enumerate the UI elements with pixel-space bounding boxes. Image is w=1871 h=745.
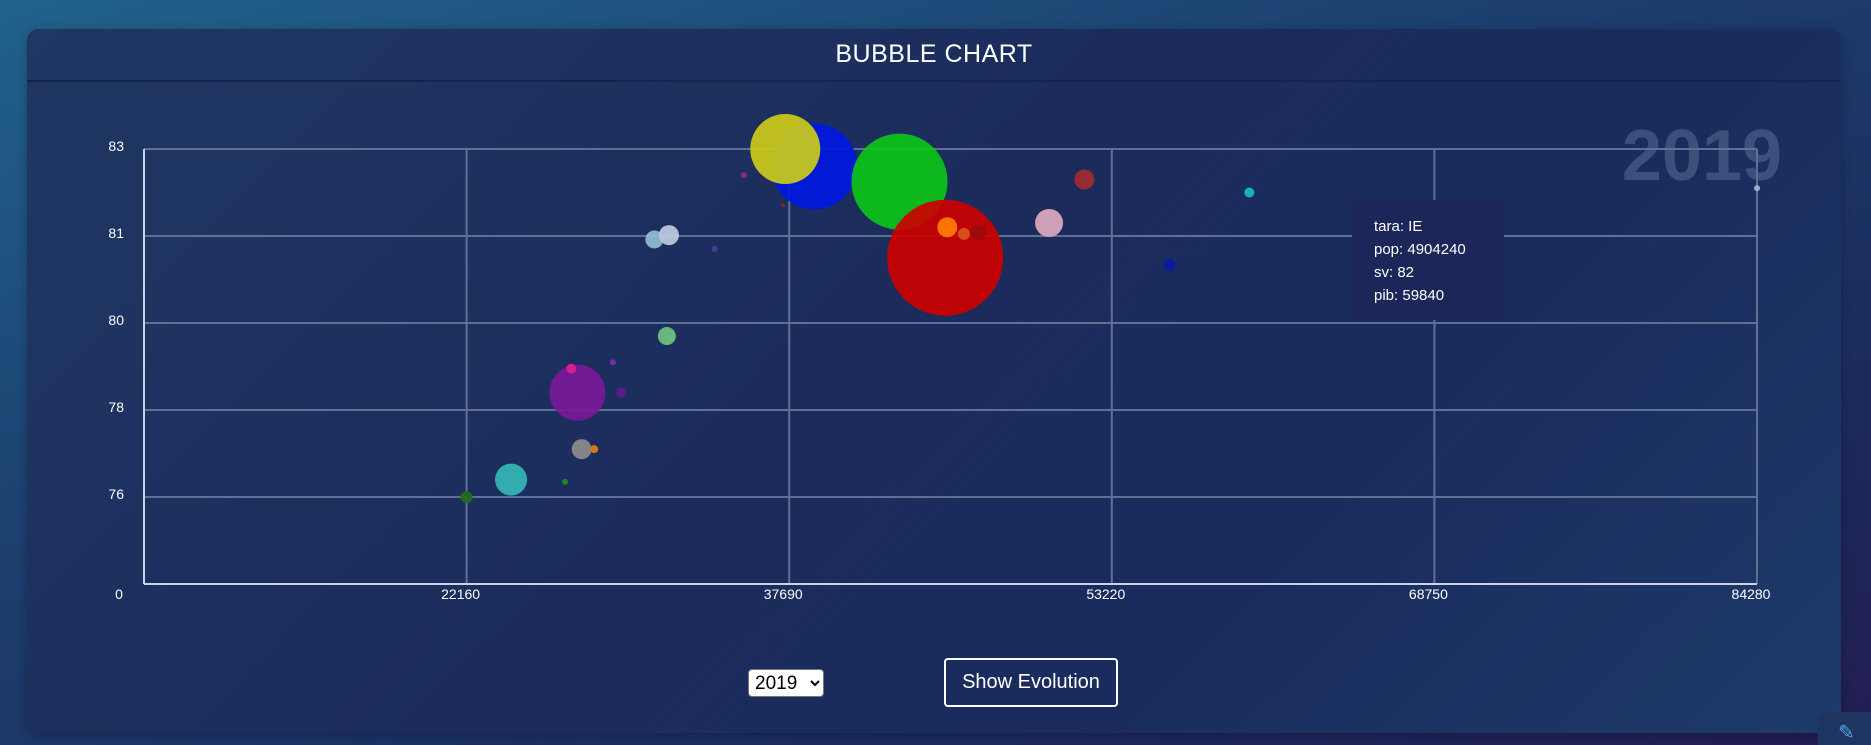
y-tick-label: 78 bbox=[108, 399, 124, 415]
tooltip-country: tara: IE bbox=[1374, 218, 1423, 235]
chart-panel: BUBBLE CHART bbox=[27, 29, 1841, 733]
bubble bbox=[566, 363, 577, 374]
y-tick-label: 76 bbox=[108, 486, 124, 502]
bubble bbox=[750, 114, 821, 184]
bubble bbox=[1035, 208, 1064, 237]
chart-title: BUBBLE CHART bbox=[27, 29, 1841, 82]
bubble bbox=[1074, 169, 1095, 190]
bubble bbox=[562, 478, 569, 485]
bubble bbox=[658, 225, 679, 246]
y-tick-label: 80 bbox=[108, 312, 124, 328]
bubble bbox=[1244, 187, 1255, 198]
bubble bbox=[590, 445, 599, 454]
bubble-tooltip: tara: IE pop: 4904240 sv: 82 pib: 59840 bbox=[1352, 200, 1504, 320]
year-select[interactable]: 2019 bbox=[748, 669, 824, 697]
bubble bbox=[657, 327, 676, 346]
bubble bbox=[957, 227, 970, 240]
x-tick-label: 0 bbox=[115, 586, 123, 602]
bubble bbox=[495, 463, 528, 496]
x-tick-label: 68750 bbox=[1409, 586, 1448, 602]
bubble bbox=[571, 439, 592, 460]
y-tick-label: 83 bbox=[108, 138, 124, 154]
x-tick-label: 84280 bbox=[1732, 586, 1771, 602]
show-evolution-button[interactable]: Show Evolution bbox=[944, 658, 1118, 707]
x-tick-label: 22160 bbox=[441, 586, 480, 602]
pencil-icon: ✎ bbox=[1838, 722, 1855, 744]
bubble bbox=[970, 224, 987, 241]
bubble bbox=[609, 359, 616, 366]
tooltip-pib: pib: 59840 bbox=[1374, 287, 1445, 304]
bubble bbox=[1163, 258, 1176, 271]
bubble bbox=[549, 364, 606, 421]
bubble bbox=[645, 230, 664, 249]
bubble bbox=[937, 217, 958, 238]
x-tick-label: 37690 bbox=[764, 586, 803, 602]
corner-widget[interactable]: ✎ bbox=[1818, 712, 1871, 745]
bubble bbox=[887, 199, 1004, 316]
bubble bbox=[740, 172, 747, 179]
bubble bbox=[460, 491, 473, 503]
bubble bbox=[781, 203, 786, 208]
year-watermark: 2019 bbox=[1622, 116, 1782, 196]
y-tick-label: 81 bbox=[108, 225, 124, 241]
x-tick-label: 53220 bbox=[1086, 586, 1125, 602]
bubble bbox=[616, 387, 627, 398]
bubble bbox=[1754, 185, 1760, 192]
tooltip-sv: sv: 82 bbox=[1374, 264, 1415, 281]
tooltip-pop: pop: 4904240 bbox=[1374, 241, 1466, 258]
bubble bbox=[711, 246, 718, 253]
